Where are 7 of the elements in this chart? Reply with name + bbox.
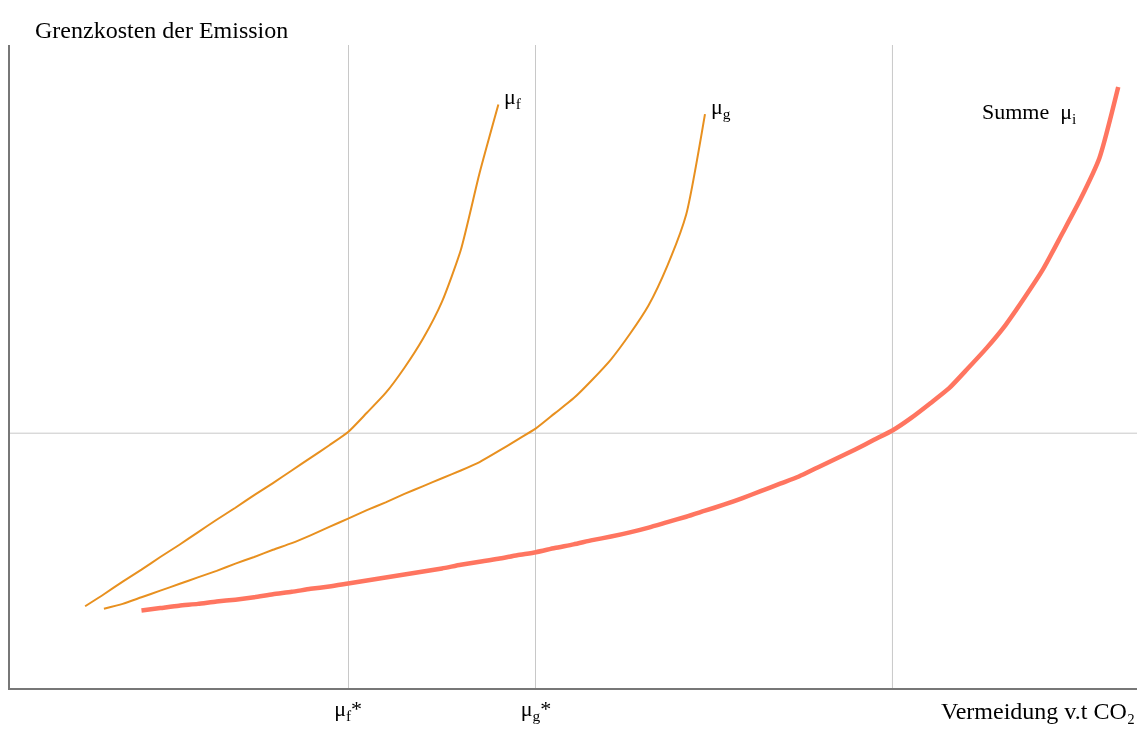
series-label: μ$_{f}$ <box>504 84 522 112</box>
series-label: Summe μ$_{i}$ <box>982 99 1077 127</box>
x-tick-label: μ$_{f}$* <box>334 696 363 724</box>
series-label: μ$_{g}$ <box>711 94 731 122</box>
x-tick-label: μ$_{g}$* <box>520 696 552 724</box>
x-axis-title: Vermeidung v.t CO₂ <box>941 698 1136 724</box>
y-axis-title: Grenzkosten der Emission <box>35 17 289 43</box>
